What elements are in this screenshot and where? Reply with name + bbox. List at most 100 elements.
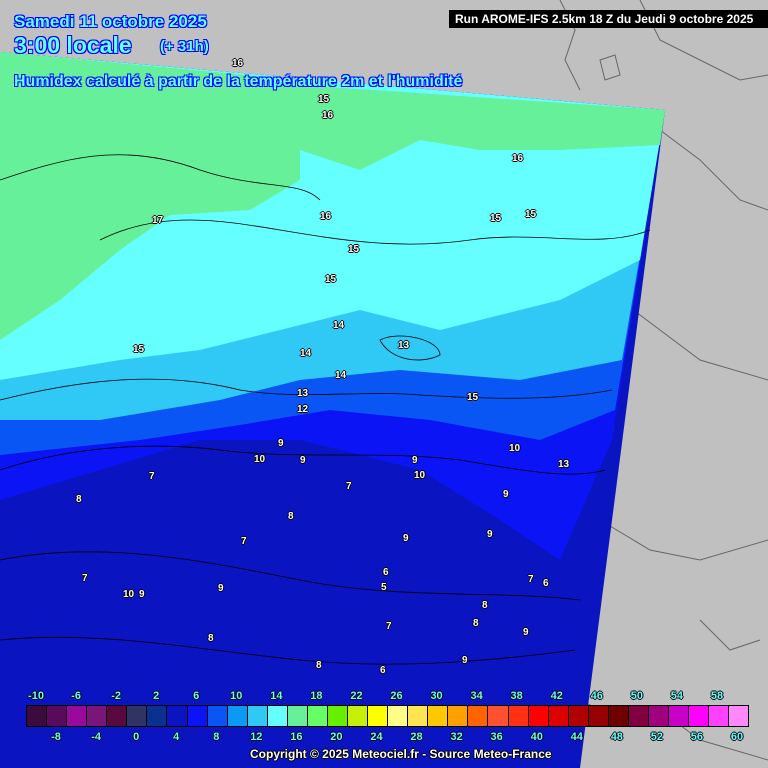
legend-tick-label: 22 — [350, 690, 363, 702]
legend-swatch — [147, 706, 168, 726]
legend-tick-label: -8 — [51, 731, 61, 743]
legend-tick-label: 48 — [610, 731, 623, 743]
legend-swatch — [508, 706, 529, 726]
contour-label: 9 — [278, 438, 284, 449]
contour-label: 14 — [300, 348, 312, 359]
color-legend — [26, 705, 749, 727]
legend-tick-label: 20 — [330, 731, 343, 743]
legend-tick-label: 38 — [510, 690, 523, 702]
legend-tick-label: 8 — [213, 731, 220, 743]
contour-label: 10 — [414, 470, 426, 481]
legend-swatch — [468, 706, 489, 726]
legend-tick-label: 0 — [133, 731, 140, 743]
legend-swatch — [227, 706, 248, 726]
contour-label: 13 — [297, 388, 309, 399]
contour-label: 12 — [297, 404, 309, 415]
legend-tick-label: 50 — [630, 690, 643, 702]
contour-label: 10 — [254, 454, 266, 465]
contour-label: 10 — [123, 589, 135, 600]
contour-label: 8 — [208, 633, 214, 644]
legend-tick-label: 26 — [390, 690, 403, 702]
legend-tick-label: 28 — [410, 731, 423, 743]
legend-tick-label: 10 — [230, 690, 243, 702]
contour-label: 10 — [509, 443, 521, 454]
legend-swatch — [608, 706, 629, 726]
contour-label: 9 — [503, 489, 509, 500]
band-green-west — [0, 52, 300, 330]
band-green-east — [380, 100, 665, 150]
contour-label: 8 — [473, 618, 479, 629]
legend-tick-label: 54 — [670, 690, 684, 702]
legend-swatch — [648, 706, 669, 726]
legend-tick-label: 24 — [370, 731, 383, 743]
legend-swatch — [247, 706, 268, 726]
legend-tick-label: 34 — [470, 690, 483, 702]
legend-swatch — [327, 706, 348, 726]
contour-label: 14 — [335, 370, 347, 381]
contour-label: 7 — [241, 536, 247, 547]
contour-label: 6 — [380, 665, 386, 676]
legend-swatch — [127, 706, 148, 726]
legend-tick-label: -2 — [111, 690, 122, 702]
contour-label: 9 — [403, 533, 409, 544]
lead-time: (+ 31h) — [160, 38, 209, 55]
contour-label: 15 — [133, 344, 145, 355]
legend-tick-label: 44 — [570, 731, 583, 743]
legend-swatch — [107, 706, 128, 726]
contour-label: 16 — [322, 110, 334, 121]
legend-tick-label: -4 — [91, 731, 101, 743]
legend-swatch — [368, 706, 389, 726]
run-info: Run AROME-IFS 2.5km 18 Z du Jeudi 9 octo… — [449, 10, 768, 28]
legend-swatch — [689, 706, 710, 726]
contour-label: 7 — [346, 481, 352, 492]
contour-label: 8 — [316, 660, 322, 671]
legend-swatch — [187, 706, 208, 726]
contour-label: 17 — [152, 215, 164, 226]
legend-tick-label: 56 — [690, 731, 704, 743]
contour-label: 9 — [218, 583, 224, 594]
legend-swatch — [628, 706, 649, 726]
legend-tick-label: 4 — [173, 731, 180, 743]
legend-swatch — [568, 706, 589, 726]
legend-swatch — [588, 706, 609, 726]
model-domain — [0, 52, 665, 768]
forecast-time: 3:00 locale — [14, 32, 132, 58]
legend-tick-label: 16 — [290, 731, 303, 743]
map-subtitle: Humidex calculé à partir de la températu… — [14, 73, 463, 90]
contour-label: 9 — [300, 455, 306, 466]
legend-tick-label: 46 — [590, 690, 603, 702]
legend-tick-label: 6 — [193, 690, 200, 702]
contour-label: 13 — [558, 459, 570, 470]
contour-label: 9 — [523, 627, 529, 638]
legend-swatch — [307, 706, 328, 726]
contour-label: 8 — [482, 600, 488, 611]
contour-label: 14 — [333, 320, 345, 331]
legend-swatch — [167, 706, 188, 726]
legend-tick-label: 36 — [490, 731, 503, 743]
contour-label: 5 — [381, 582, 387, 593]
forecast-date: Samedi 11 octobre 2025 — [14, 12, 207, 31]
contour-label: 7 — [82, 573, 88, 584]
contour-label: 7 — [386, 621, 392, 632]
legend-swatch — [67, 706, 88, 726]
legend-tick-label: 30 — [430, 690, 443, 702]
legend-swatch — [548, 706, 569, 726]
legend-swatch — [528, 706, 549, 726]
contour-label: 15 — [318, 94, 330, 105]
legend-swatch — [47, 706, 68, 726]
contour-label: 16 — [320, 211, 332, 222]
legend-swatch — [709, 706, 730, 726]
contour-label: 9 — [412, 455, 418, 466]
legend-swatch — [448, 706, 469, 726]
legend-swatch — [488, 706, 509, 726]
legend-tick-label: 18 — [310, 690, 323, 702]
legend-tick-label: 14 — [270, 690, 283, 702]
legend-swatch — [408, 706, 429, 726]
contour-label: 8 — [288, 511, 294, 522]
contour-label: 15 — [325, 274, 337, 285]
contour-label: 7 — [149, 471, 155, 482]
legend-swatch — [388, 706, 409, 726]
legend-tick-label: 60 — [730, 731, 744, 743]
legend-swatch — [348, 706, 369, 726]
